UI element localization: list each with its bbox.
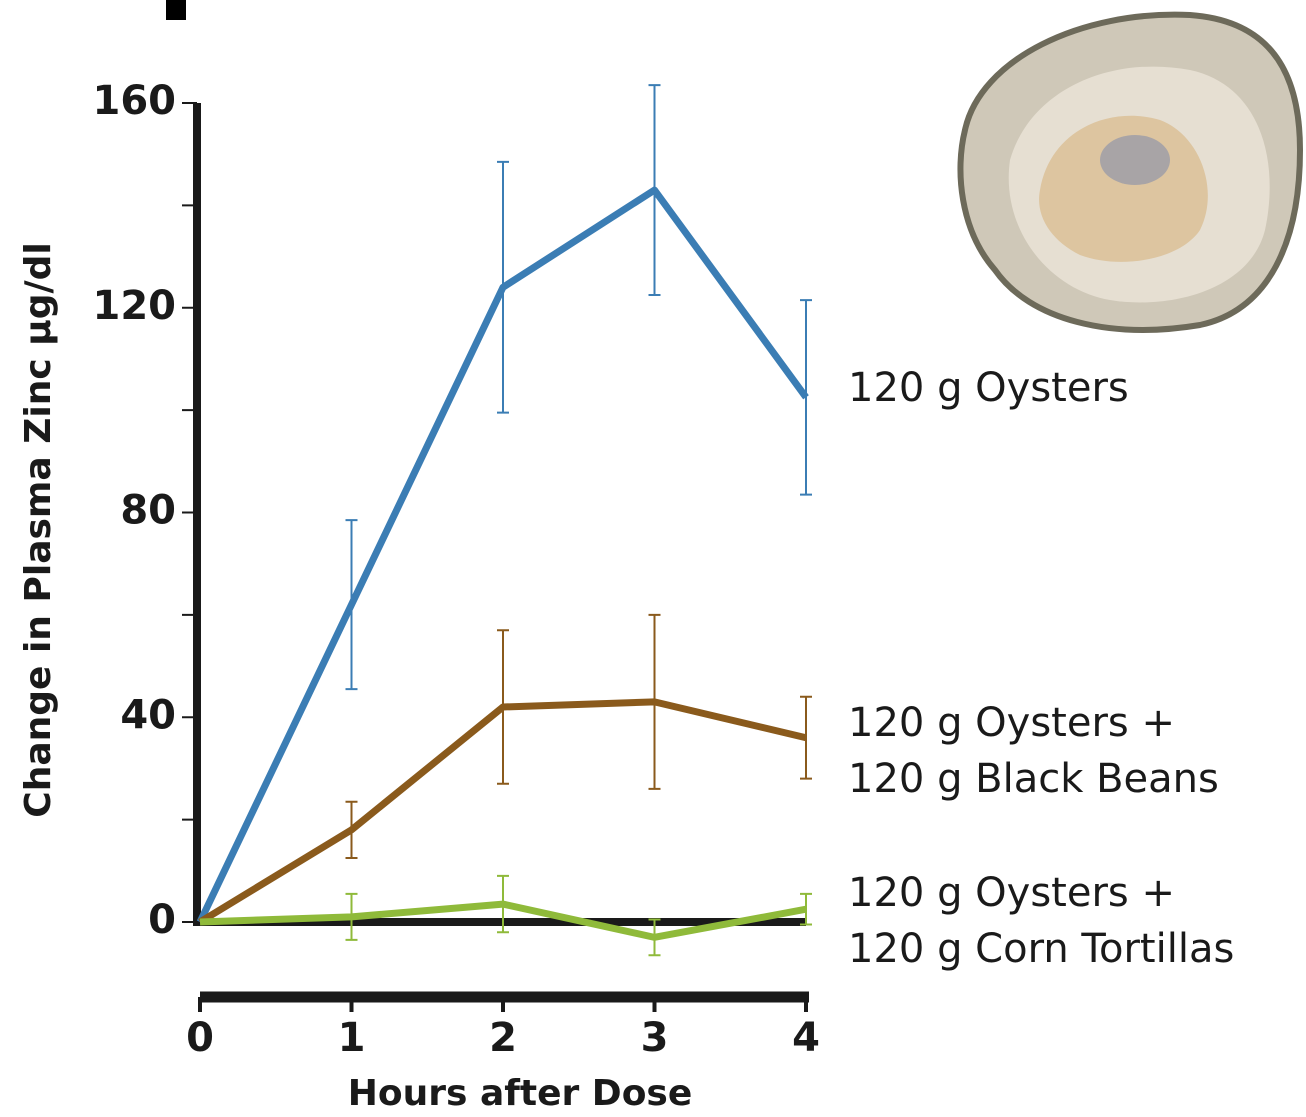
x-tick-label: 4: [792, 1015, 820, 1061]
legend-label: 120 g Oysters: [848, 360, 1129, 416]
x-tick-label: 0: [186, 1015, 214, 1061]
y-tick-label: 120: [93, 283, 177, 329]
legend-label: 120 g Oysters + 120 g Black Beans: [848, 695, 1219, 807]
x-tick-label: 2: [489, 1015, 517, 1061]
y-axis-title: Change in Plasma Zinc µg/dl: [18, 242, 59, 817]
x-tick-label: 1: [338, 1015, 366, 1061]
chart-page: Change in Plasma Zinc µg/dl Hours after …: [0, 0, 1306, 1117]
x-axis-title: Hours after Dose: [348, 1073, 693, 1114]
oyster-picture: [960, 15, 1300, 330]
y-tick-label: 0: [148, 897, 176, 943]
y-tick-label: 80: [120, 488, 176, 534]
x-tick-label: 3: [641, 1015, 669, 1061]
legend-label: 120 g Oysters + 120 g Corn Tortillas: [848, 865, 1234, 977]
corner-mark: [166, 0, 186, 20]
y-tick-label: 160: [93, 78, 177, 124]
y-tick-label: 40: [120, 692, 176, 738]
